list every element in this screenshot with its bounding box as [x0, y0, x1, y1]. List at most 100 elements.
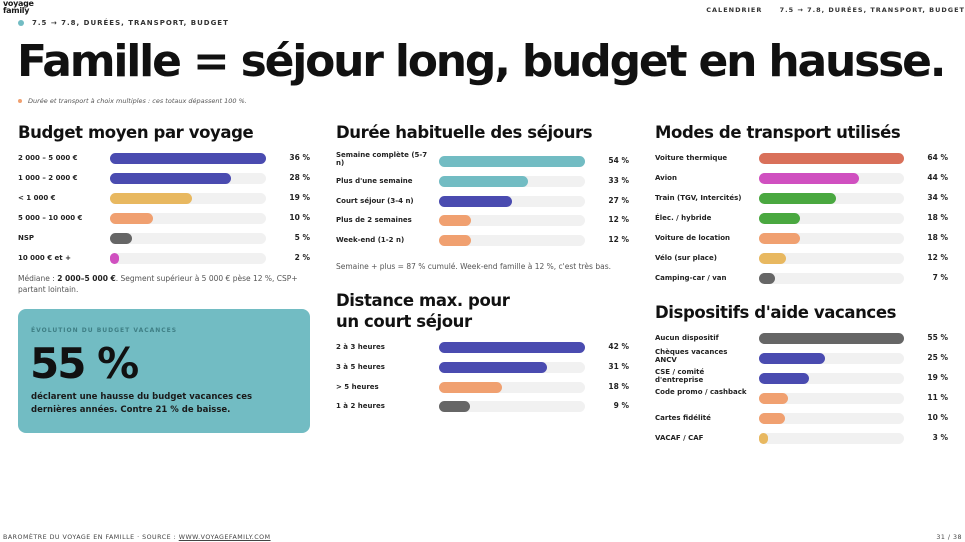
distance-title-line1: Distance max. pour	[336, 291, 510, 310]
duration-value: 27 %	[608, 195, 629, 205]
duration-bar-fill	[439, 195, 512, 207]
aid-row: Aucun dispositif 55 %	[655, 332, 948, 346]
transport-label: Camping-car / van	[655, 274, 727, 282]
transport-value: 64 %	[927, 153, 948, 162]
transport-value: 12 %	[927, 253, 948, 262]
budget-bar-track	[110, 253, 266, 264]
transport-row: Élec. / hybride 18 %	[655, 212, 948, 226]
distance-value: 9 %	[613, 401, 629, 411]
aid-row: VACAF / CAF 3 %	[655, 432, 948, 446]
page-number: 31 / 38	[936, 534, 962, 541]
aid-row: Chèques vacances ANCV 25 %	[655, 348, 948, 366]
logo-line2: family	[3, 6, 30, 15]
transport-bar-track	[759, 233, 904, 244]
duration-bar-track	[439, 195, 585, 207]
distance-bar-track	[439, 342, 585, 353]
duration-bar-fill	[439, 175, 529, 187]
distance-bar-track	[439, 401, 585, 413]
budget-bar-fill	[110, 233, 132, 244]
distance-row: 2 à 3 heures 42 %	[336, 341, 629, 355]
aid-value: 11 %	[927, 393, 948, 402]
distance-value: 31 %	[608, 361, 629, 371]
transport-row: Train (TGV, Intercités) 34 %	[655, 192, 948, 206]
budget-label: 1 000 – 2 000 €	[18, 174, 78, 182]
duration-value: 12 %	[608, 215, 629, 225]
budget-label: < 1 000 €	[18, 194, 56, 202]
distance-label: 2 à 3 heures	[336, 343, 385, 351]
breadcrumb-dot-icon	[18, 20, 24, 26]
transport-row: Avion 44 %	[655, 172, 948, 186]
budget-bar-fill	[110, 153, 266, 164]
duration-row: Plus de 2 semaines 12 %	[336, 214, 629, 228]
transport-value: 7 %	[932, 273, 948, 282]
aid-bar-fill	[759, 373, 810, 384]
budget-label: 2 000 – 5 000 €	[18, 154, 78, 162]
aid-row: Cartes fidélité 10 %	[655, 412, 948, 426]
breadcrumb: 7.5 → 7.8, DURÉES, TRANSPORT, BUDGET	[18, 19, 229, 27]
transport-label: Voiture thermique	[655, 154, 728, 162]
nav-range[interactable]: 7.5 → 7.8, DURÉES, TRANSPORT, BUDGET	[779, 6, 965, 14]
budget-row: 5 000 – 10 000 € 10 %	[18, 212, 310, 226]
budget-row: NSP 5 %	[18, 232, 310, 246]
budget-label: NSP	[18, 234, 35, 242]
aid-row: CSE / comité d'entreprise 19 %	[655, 368, 948, 386]
aid-value: 25 %	[927, 353, 948, 362]
duration-label: Plus de 2 semaines	[336, 216, 412, 225]
transport-row: Voiture de location 18 %	[655, 232, 948, 246]
budget-row: 2 000 – 5 000 € 36 %	[18, 152, 310, 166]
budget-bar-track	[110, 153, 266, 164]
aid-bar-track	[759, 353, 904, 364]
duration-row: Court séjour (3-4 n) 27 %	[336, 195, 629, 209]
footer-link[interactable]: WWW.VOYAGEFAMILY.COM	[178, 534, 271, 541]
distance-row: 1 à 2 heures 9 %	[336, 400, 629, 414]
transport-label: Voiture de location	[655, 234, 731, 242]
transport-title: Modes de transport utilisés	[655, 123, 901, 142]
aid-label: Aucun dispositif	[655, 334, 719, 342]
footer-source-text: BAROMÈTRE DU VOYAGE EN FAMILLE · SOURCE …	[3, 534, 179, 541]
distance-bar-fill	[439, 342, 585, 353]
transport-bar-track	[759, 253, 904, 264]
duration-caption: Semaine + plus = 87 % cumulé. Week-end f…	[336, 262, 611, 271]
distance-bar-track	[439, 361, 585, 373]
transport-value: 44 %	[927, 173, 948, 182]
transport-bar-track	[759, 173, 904, 184]
aid-value: 55 %	[927, 333, 948, 342]
card-kicker: ÉVOLUTION DU BUDGET VACANCES	[31, 327, 178, 334]
distance-title: Distance max. pour un court séjour	[336, 290, 510, 332]
budget-bar-fill	[110, 173, 232, 184]
budget-row: 1 000 – 2 000 € 28 %	[18, 172, 310, 186]
transport-bar-track	[759, 273, 904, 284]
distance-row: 3 à 5 heures 31 %	[336, 361, 629, 375]
duration-value: 12 %	[608, 235, 629, 245]
aid-bar-track	[759, 393, 904, 404]
aid-row: Code promo / cashback 11 %	[655, 388, 948, 406]
duration-label: Semaine complète (5-7 n)	[336, 151, 428, 167]
distance-value: 18 %	[608, 381, 629, 391]
duration-value: 54 %	[608, 156, 629, 165]
aid-bar-fill	[759, 433, 768, 444]
aid-bar-fill	[759, 413, 786, 424]
aid-bar-track	[759, 333, 904, 344]
transport-row: Vélo (sur place) 12 %	[655, 252, 948, 266]
transport-value: 18 %	[927, 233, 948, 242]
distance-value: 42 %	[608, 342, 629, 351]
card-description: déclarent une hausse du budget vacances …	[31, 392, 253, 415]
transport-bar-track	[759, 153, 904, 164]
caption-pre: Médiane :	[18, 274, 58, 283]
transport-row: Camping-car / van 7 %	[655, 272, 948, 286]
transport-label: Vélo (sur place)	[655, 254, 717, 262]
brand-logo: voyage family	[3, 0, 34, 15]
transport-bar-fill	[759, 213, 800, 224]
aid-value: 19 %	[927, 373, 948, 382]
transport-value: 34 %	[927, 193, 948, 202]
duration-bar-fill	[439, 235, 472, 247]
aid-value: 3 %	[932, 433, 948, 442]
budget-value: 5 %	[294, 233, 310, 242]
note-text: Durée et transport à choix multiples : c…	[28, 97, 247, 105]
duration-bar-fill	[439, 156, 585, 167]
budget-bar-track	[110, 173, 266, 184]
duration-bar-fill	[439, 215, 472, 227]
caption-bold: 2 000–5 000 €	[57, 274, 116, 283]
aid-bar-track	[759, 433, 904, 444]
nav-label[interactable]: CALENDRIER	[706, 6, 763, 14]
